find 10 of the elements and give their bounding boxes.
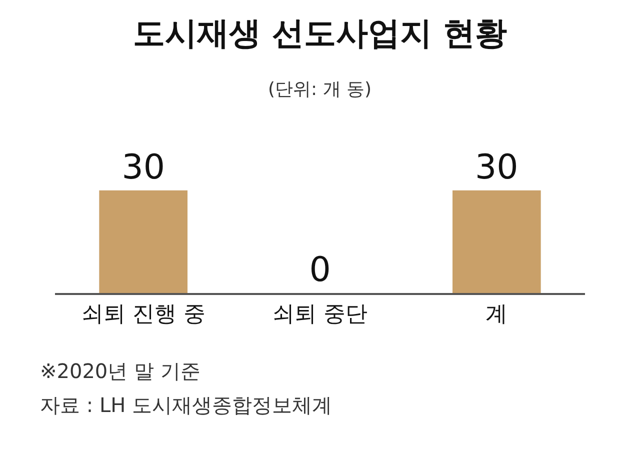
text: ※2020년 말 기준: [40, 359, 200, 383]
x-tick-label: 쇠퇴 진행 중: [81, 302, 206, 328]
data-label: 30: [122, 147, 165, 188]
data-label: 0: [309, 250, 331, 290]
chart-subtitle: (단위: 개 동): [268, 79, 372, 100]
text: 자료 : LH 도시재생종합정보체계: [40, 393, 332, 417]
x-tick-label: 쇠퇴 중단: [272, 302, 368, 328]
chart-title: 도시재생 선도사업지 현황: [132, 14, 508, 52]
data-label: 30: [475, 147, 518, 188]
x-tick-label: 계: [486, 302, 508, 328]
